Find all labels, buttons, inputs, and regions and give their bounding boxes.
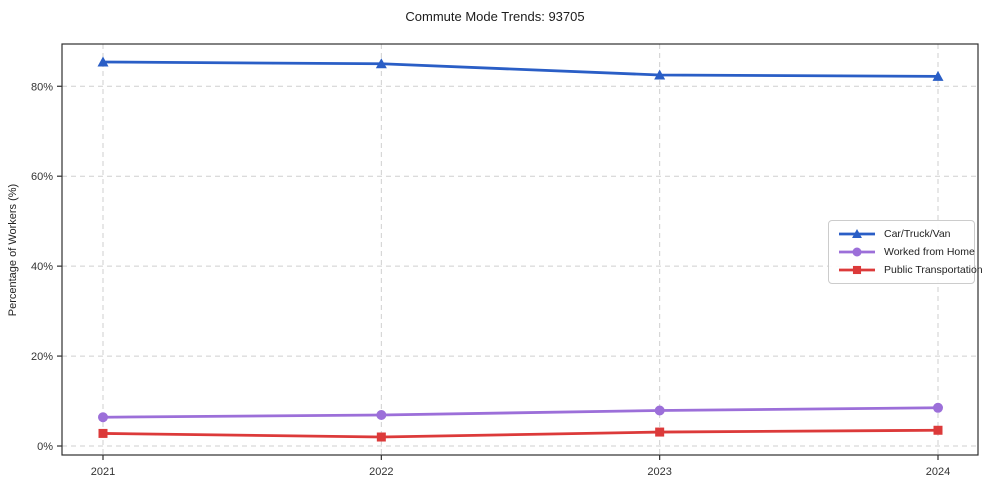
series-line-1: [101, 406, 940, 419]
y-tick-label: 80%: [31, 81, 53, 93]
marker-triangle: [375, 58, 387, 69]
marker-square: [933, 425, 943, 435]
y-tick-label: 60%: [31, 171, 53, 183]
x-tick-label: 2024: [926, 466, 950, 478]
marker-circle: [933, 402, 943, 413]
marker-triangle: [852, 229, 862, 239]
marker-circle: [376, 409, 387, 420]
x-tick-label: 2023: [647, 466, 671, 478]
marker-square: [376, 432, 386, 442]
legend-sample-triangle-icon: [839, 229, 875, 239]
legend: Car/Truck/Van Worked from Home Public Tran…: [828, 220, 983, 284]
legend-item-2: Public Transportation: [837, 262, 983, 278]
marker-triangle: [932, 70, 944, 81]
marker-circle: [852, 247, 862, 257]
series-line-0: [101, 60, 940, 78]
legend-item-1: Worked from Home: [837, 244, 975, 260]
legend-sample-square-icon: [839, 265, 875, 275]
marker-square: [655, 427, 665, 437]
plot-frame: [61, 43, 979, 456]
chart-title: Commute Mode Trends: 93705: [405, 9, 585, 24]
marker-square: [98, 428, 108, 438]
y-tick-label: 40%: [31, 261, 53, 273]
legend-label: Worked from Home: [884, 246, 975, 258]
y-tick-label: 20%: [31, 351, 53, 363]
series-line-2: [101, 428, 940, 439]
y-tick-label: 0%: [37, 441, 53, 453]
x-tick-label: 2022: [369, 466, 393, 478]
marker-circle: [98, 412, 108, 423]
legend-item-0: Car/Truck/Van: [837, 226, 966, 242]
x-tick-label: 2021: [91, 466, 115, 478]
legend-label: Public Transportation: [884, 264, 983, 276]
marker-square: [852, 265, 862, 275]
legend-label: Car/Truck/Van: [884, 228, 951, 240]
legend-sample-circle-icon: [839, 247, 875, 257]
marker-triangle: [97, 56, 109, 67]
marker-triangle: [654, 69, 666, 80]
marker-circle: [654, 405, 665, 416]
